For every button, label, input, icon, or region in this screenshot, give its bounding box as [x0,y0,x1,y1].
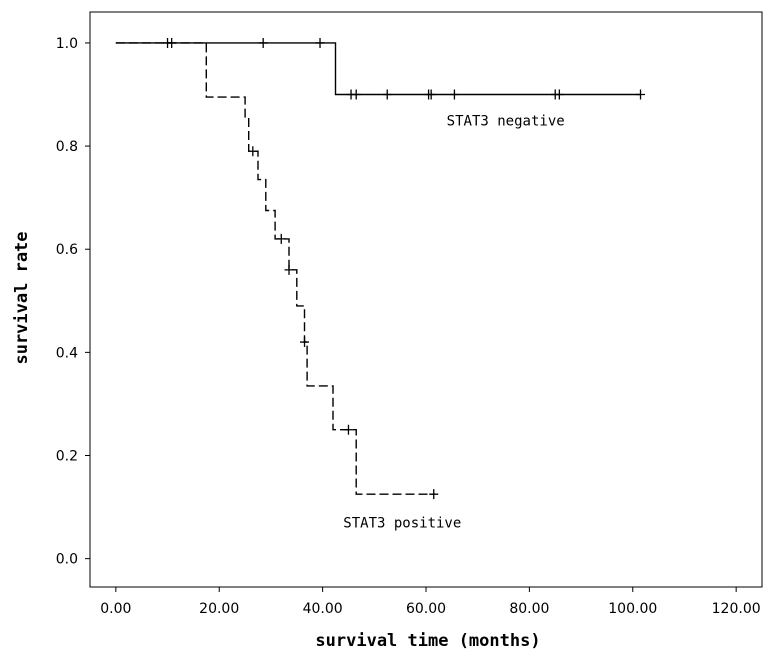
x-axis-ticks: 0.00 20.00 40.00 60.00 80.00 100.00 120.00 [100,587,761,617]
annotation-layer: STAT3 negative STAT3 positive [343,113,564,531]
censor-mark [343,424,353,435]
x-tick-label: 120.00 [712,601,761,617]
censor-mark [449,89,459,100]
censor-mark [554,89,564,100]
y-tick-label: 1.0 [56,36,78,52]
plot-frame [89,11,763,588]
x-tick-label: 0.00 [100,601,131,617]
survival-curve [115,42,641,96]
x-tick-label: 20.00 [199,601,239,617]
censor-mark [315,37,325,48]
y-tick-label: 0.2 [56,448,78,464]
censor-mark [382,89,392,100]
x-tick-label: 40.00 [303,601,343,617]
x-axis-title: survival time (months) [315,631,540,651]
y-tick-label: 0.8 [56,139,78,155]
censor-mark [276,233,286,244]
x-tick-label: 100.00 [608,601,657,617]
x-tick-label: 80.00 [509,601,549,617]
y-axis-title: survival rate [12,231,32,364]
series-label: STAT3 negative [447,113,565,129]
series-layer [115,37,646,500]
censor-mark [284,264,294,275]
x-tick-label: 60.00 [406,601,446,617]
censor-mark [426,89,436,100]
series-stat3-positive [115,42,439,500]
censor-mark [300,337,310,348]
series-label: STAT3 positive [343,516,461,532]
y-tick-label: 0.4 [56,345,78,361]
censor-mark [248,146,258,157]
censor-mark [258,37,268,48]
y-tick-label: 0.0 [56,552,78,568]
y-axis-ticks: 0.0 0.2 0.4 0.6 0.8 1.0 [56,36,90,568]
censor-mark [351,89,361,100]
y-tick-label: 0.6 [56,242,78,258]
censor-mark [429,489,439,500]
censor-mark [636,89,646,100]
